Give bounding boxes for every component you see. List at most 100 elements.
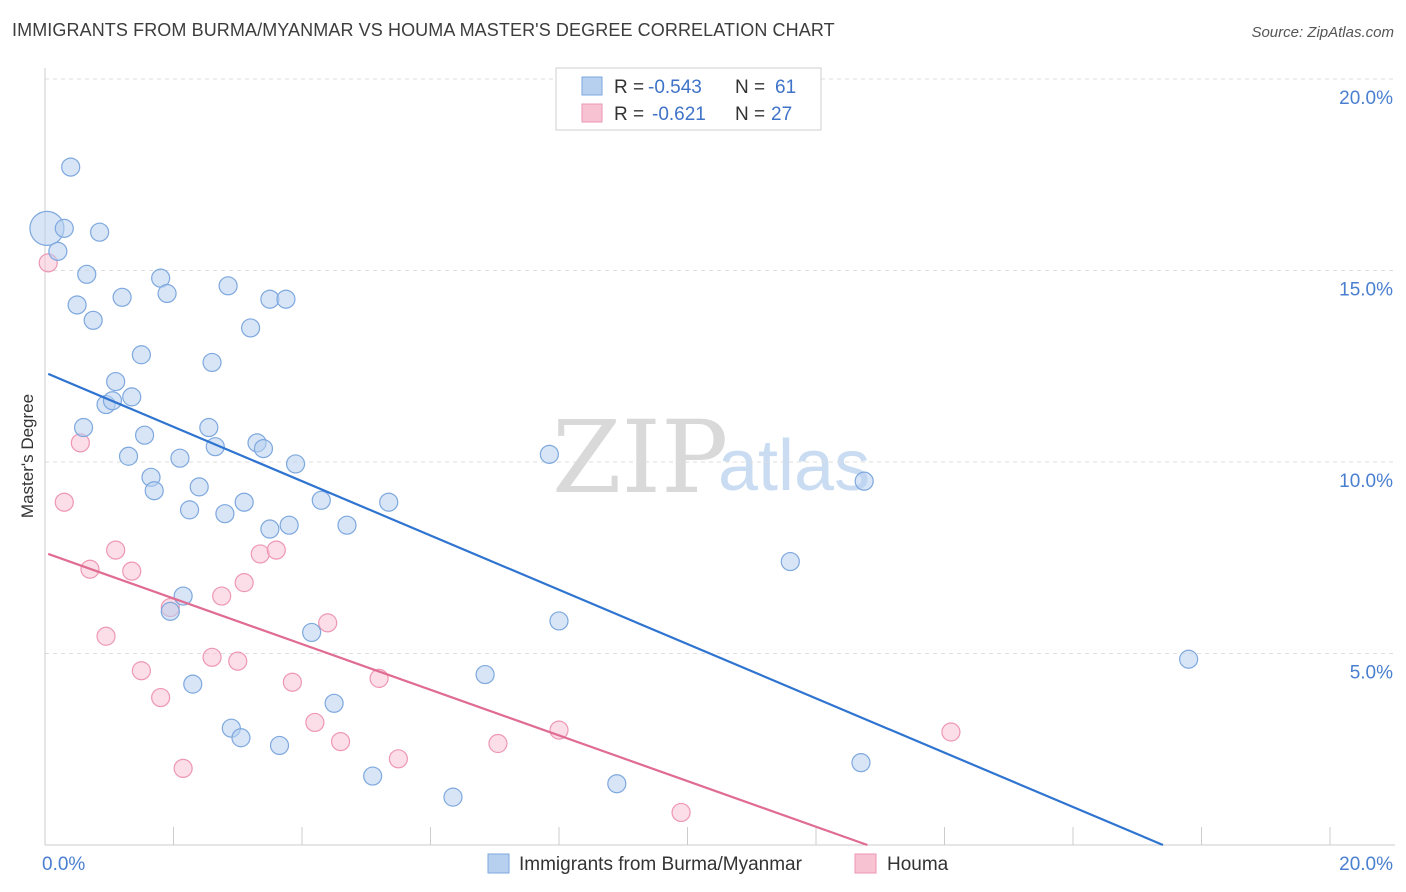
legend: Immigrants from Burma/Myanmar Houma — [487, 853, 949, 875]
burma-point — [131, 345, 151, 365]
burma-point — [285, 454, 306, 474]
burma-point — [218, 276, 238, 296]
axes — [44, 68, 1395, 846]
x-minor-ticks — [173, 827, 1331, 845]
burma-point — [112, 287, 132, 307]
burma-point — [851, 753, 871, 773]
houma-point — [54, 492, 74, 512]
houma-point — [488, 733, 508, 754]
houma-point — [202, 647, 222, 667]
burma-point — [475, 664, 495, 685]
houma-point — [941, 722, 961, 742]
burma-point — [276, 289, 296, 309]
chart-title: IMMIGRANTS FROM BURMA/MYANMAR VS HOUMA M… — [12, 20, 835, 40]
burma-point — [253, 438, 274, 459]
burma-point — [73, 417, 94, 438]
stats-swatch-pink — [581, 103, 603, 123]
houma-point — [173, 758, 193, 779]
burma-point — [549, 611, 569, 631]
x-tick-label: 0.0% — [42, 854, 85, 875]
burma-point — [269, 735, 290, 756]
burma-point — [179, 500, 200, 520]
houma-point — [106, 540, 126, 560]
burma-point — [302, 622, 322, 643]
houma-point — [318, 613, 338, 633]
burma-point — [324, 693, 344, 713]
burma-point — [61, 157, 81, 177]
houma-point — [131, 661, 151, 681]
stats-n-label-blue: N = — [735, 77, 765, 98]
stats-swatch-blue — [581, 76, 603, 96]
houma-point — [96, 626, 116, 646]
burma-point — [199, 417, 219, 438]
legend-label-houma: Houma — [887, 854, 949, 875]
y-axis-label: Master's Degree — [18, 394, 37, 518]
stats-n-value-pink: 27 — [771, 104, 792, 125]
burma-point — [854, 471, 874, 491]
burma-point — [106, 371, 126, 392]
legend-label-burma: Immigrants from Burma/Myanmar — [519, 854, 803, 875]
burma-point — [118, 446, 139, 466]
y-tick-label: 10.0% — [1339, 471, 1393, 492]
y-tick-label: 20.0% — [1339, 88, 1393, 109]
burma-point — [90, 222, 110, 242]
houma-point — [212, 586, 232, 606]
stats-r-label-pink: R = — [614, 104, 644, 125]
burma-point — [234, 492, 254, 512]
houma-point — [266, 540, 286, 560]
burma-point — [260, 289, 280, 309]
gridlines — [45, 78, 1395, 654]
houma-trend-line — [47, 552, 868, 847]
legend-swatch-houma — [854, 853, 877, 874]
burma-point — [539, 444, 559, 464]
houma-point — [330, 731, 351, 752]
source-credit: Source: ZipAtlas.com — [1251, 24, 1394, 41]
burma-point — [48, 241, 68, 261]
stats-n-label-pink: N = — [735, 104, 765, 125]
houma-point — [228, 651, 248, 671]
burma-point — [160, 601, 180, 621]
watermark-zip: ZIP — [552, 399, 728, 516]
stats-n-value-blue: 61 — [775, 77, 796, 98]
burma-point — [363, 766, 383, 786]
burma-point — [607, 774, 627, 794]
burma-point — [1179, 649, 1199, 669]
burma-point — [77, 264, 97, 284]
burma-point — [443, 787, 463, 807]
burma-point — [780, 551, 800, 572]
houma-point — [388, 749, 408, 769]
houma-point — [282, 672, 302, 692]
burma-point — [183, 674, 203, 694]
houma-point — [234, 573, 254, 593]
houma-point — [305, 712, 325, 733]
burma-point — [241, 318, 261, 338]
houma-points — [38, 253, 961, 823]
burma-point — [83, 310, 103, 330]
legend-swatch-burma — [487, 853, 510, 874]
burma-point — [379, 492, 399, 512]
x-tick-labels: 0.0% 20.0% — [42, 854, 1393, 875]
stats-r-label-blue: R = — [614, 77, 644, 98]
burma-trend-line — [47, 372, 1164, 847]
burma-point — [134, 425, 155, 445]
burma-point — [215, 504, 235, 524]
x-tick-label: 20.0% — [1339, 854, 1393, 875]
y-tick-labels: 20.0% 15.0% 10.0% 5.0% — [1339, 88, 1393, 684]
burma-point — [337, 515, 357, 535]
watermark-atlas: atlas — [718, 426, 870, 506]
houma-point — [250, 544, 270, 564]
trend-lines — [47, 372, 1164, 847]
burma-points — [29, 157, 1199, 807]
houma-point — [151, 687, 171, 708]
burma-point — [311, 490, 331, 510]
burma-point — [260, 519, 280, 539]
stats-r-value-pink: -0.621 — [652, 104, 706, 125]
y-tick-label: 5.0% — [1350, 663, 1393, 684]
stats-r-value-blue: -0.543 — [648, 77, 702, 98]
burma-point — [231, 728, 251, 748]
watermark: ZIP atlas — [552, 399, 870, 516]
burma-point — [157, 283, 177, 304]
burma-point — [189, 477, 209, 497]
burma-point — [170, 448, 190, 468]
burma-point — [279, 515, 299, 535]
